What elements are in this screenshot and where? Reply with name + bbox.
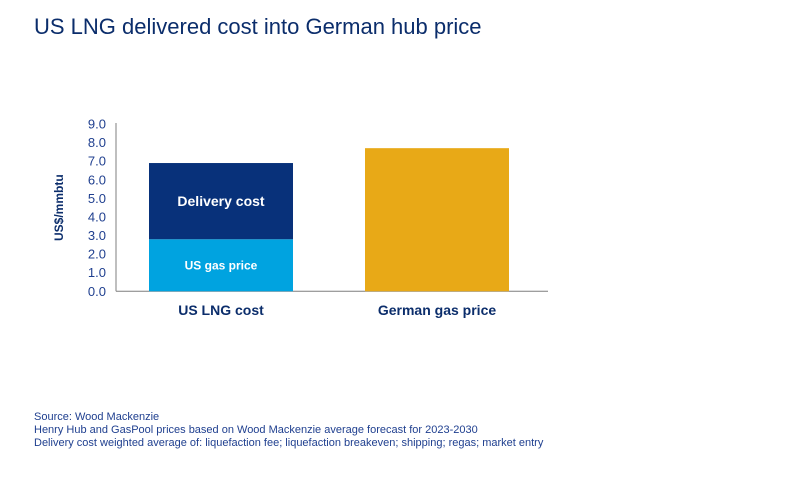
y-tick-label: 1.0 [88,265,106,280]
x-category-label: US LNG cost [178,302,264,318]
y-tick-label: 3.0 [88,228,106,243]
delivery-note: Delivery cost weighted average of: lique… [34,437,544,449]
y-tick-label: 7.0 [88,154,106,169]
bar-segment [149,163,293,240]
bar-segment [365,148,509,292]
y-tick-label: 6.0 [88,172,106,187]
x-category-label: German gas price [378,302,496,318]
segment-label: Delivery cost [177,193,264,209]
y-tick-label: 9.0 [88,117,106,132]
price-note: Henry Hub and GasPool prices based on Wo… [34,424,478,436]
y-tick-label: 8.0 [88,135,106,150]
chart-notes: Source: Wood Mackenzie Henry Hub and Gas… [34,411,543,450]
segment-label: US gas price [185,258,258,272]
chart-title: US LNG delivered cost into German hub pr… [34,14,482,39]
y-tick-label: 5.0 [88,191,106,206]
y-tick-label: 4.0 [88,209,106,224]
y-tick-label: 0.0 [88,284,106,299]
source-note: Source: Wood Mackenzie [34,411,160,423]
y-tick-label: 2.0 [88,247,106,262]
y-axis-label: US$/mmbtu [52,174,66,241]
bar-segment [149,239,293,292]
